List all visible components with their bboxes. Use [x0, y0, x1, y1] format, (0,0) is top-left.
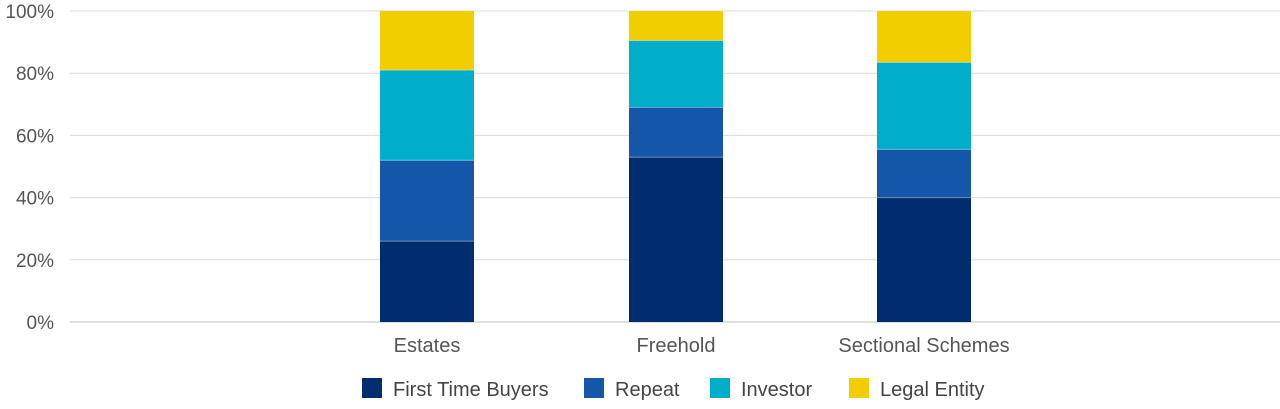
legend-swatch — [849, 378, 869, 398]
legend-item-legal-entity: Legal Entity — [849, 378, 985, 401]
bar-estates-legal-entity — [380, 11, 474, 71]
legend: First Time Buyers Repeat Investor Legal Ent… — [362, 378, 985, 401]
legend-item-investor: Investor — [710, 378, 812, 401]
legend-label: First Time Buyers — [393, 379, 549, 401]
bars — [380, 11, 971, 322]
legend-label: Legal Entity — [880, 379, 985, 401]
y-tick-label-100: 100% — [5, 2, 54, 23]
y-tick-label-20: 20% — [16, 251, 54, 272]
bar-sectional-schemes-first-time-buyers — [877, 197, 971, 322]
bar-estates-investor — [380, 70, 474, 161]
legend-label: Investor — [741, 379, 812, 401]
bar-freehold-first-time-buyers — [629, 157, 723, 322]
legend-item-repeat: Repeat — [584, 378, 680, 401]
legend-label: Repeat — [615, 379, 680, 401]
bar-estates-first-time-buyers — [380, 241, 474, 322]
legend-swatch — [584, 378, 604, 398]
x-tick-label-estates: Estates — [394, 335, 461, 357]
x-tick-label-sectional-schemes: Sectional Schemes — [838, 335, 1009, 357]
legend-swatch — [362, 378, 382, 398]
y-axis-tick-labels: 0% 20% 40% 60% 80% 100% — [5, 2, 54, 334]
bar-sectional-schemes-repeat — [877, 149, 971, 198]
x-tick-label-freehold: Freehold — [637, 335, 716, 357]
y-tick-label-60: 60% — [16, 126, 54, 147]
bar-estates-repeat — [380, 160, 474, 242]
y-tick-label-0: 0% — [27, 313, 55, 334]
y-tick-label-40: 40% — [16, 189, 54, 210]
bar-sectional-schemes-legal-entity — [877, 11, 971, 63]
bar-freehold-legal-entity — [629, 11, 723, 41]
bar-freehold-investor — [629, 40, 723, 108]
y-tick-label-80: 80% — [16, 64, 54, 85]
legend-swatch — [710, 378, 730, 398]
x-axis-category-labels: Estates Freehold Sectional Schemes — [394, 335, 1010, 357]
bar-freehold-repeat — [629, 107, 723, 158]
legend-item-first-time-buyers: First Time Buyers — [362, 378, 549, 401]
bar-sectional-schemes-investor — [877, 62, 971, 150]
